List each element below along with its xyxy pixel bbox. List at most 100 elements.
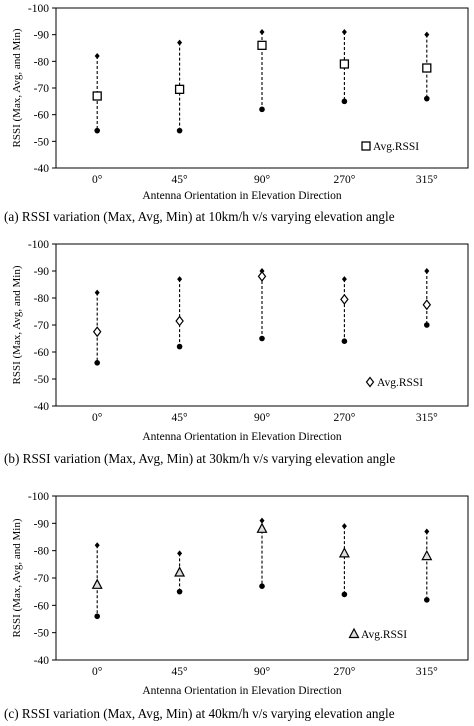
max-point — [177, 39, 183, 46]
min-point — [424, 95, 430, 102]
y-tick-label: -80 — [34, 546, 50, 558]
legend-label: Avg.RSSI — [377, 377, 423, 389]
x-axis-label: Antenna Orientation in Elevation Directi… — [142, 190, 342, 202]
max-point — [94, 53, 100, 59]
min-point — [341, 591, 348, 598]
chart-panel-b: -100 -90 -80 -70 -60 -50 -40 0° 45° 90° 270° 315° RS… — [0, 236, 474, 476]
rssi-chart-c: -100 -90 -80 -70 -60 -50 -40 0° 45° 90° 270° 315° RS… — [11, 491, 469, 697]
max-point — [177, 550, 183, 557]
x-tick-label: 45° — [172, 412, 189, 424]
rssi-chart-a: -100 -90 -80 -70 -60 -50 -40 0° 45° 90° 270° 315° RS… — [11, 3, 469, 202]
y-tick-label: -90 — [34, 30, 50, 42]
legend-marker — [365, 376, 375, 388]
avg-point — [92, 326, 102, 338]
x-axis-label: Antenna Orientation in Elevation Directi… — [142, 431, 342, 443]
max-point — [341, 523, 347, 530]
chart-caption-b: (b) RSSI variation (Max, Avg, Min) at 30… — [4, 451, 396, 466]
max-point — [341, 29, 347, 35]
x-tick-label: 270° — [333, 412, 355, 424]
chart-panel-c: -100 -90 -80 -70 -60 -50 -40 0° 45° 90° 270° 315° RS… — [0, 484, 474, 726]
min-point — [176, 127, 183, 134]
min-point — [176, 588, 183, 595]
avg-point — [175, 315, 184, 327]
legend-marker — [361, 141, 371, 151]
x-tick-label: 0° — [92, 412, 103, 424]
max-point — [259, 517, 265, 524]
max-point — [424, 268, 430, 274]
y-tick-label: -70 — [34, 573, 50, 585]
y-axis-label: RSSI (Max, Avg, and Min) — [11, 265, 23, 384]
max-point — [424, 31, 430, 38]
x-tick-label: 90° — [254, 412, 271, 424]
max-point — [177, 276, 183, 283]
max-point — [94, 289, 100, 296]
x-tick-label: 315° — [416, 666, 438, 678]
y-tick-label: -80 — [34, 56, 50, 68]
avg-point — [174, 84, 185, 94]
x-axis-label: Antenna Orientation in Elevation Directi… — [142, 685, 342, 697]
y-tick-label: -100 — [28, 239, 49, 251]
y-tick-label: -100 — [28, 491, 49, 503]
y-tick-label: -60 — [34, 110, 50, 122]
x-tick-label: 270° — [333, 666, 355, 678]
x-tick-label: 270° — [333, 174, 355, 186]
y-tick-label: -70 — [34, 320, 50, 332]
y-tick-label: -90 — [34, 518, 50, 530]
y-tick-label: -100 — [28, 3, 49, 15]
y-tick-label: -60 — [34, 347, 50, 359]
min-point — [94, 360, 100, 366]
min-point — [259, 583, 265, 589]
avg-point — [338, 547, 350, 558]
min-point — [341, 338, 348, 344]
x-tick-label: 0° — [92, 666, 103, 678]
min-point — [259, 335, 265, 342]
chart-caption-c: (c) RSSI variation (Max, Avg, Min) at 40… — [4, 706, 395, 721]
y-tick-label: -60 — [34, 600, 50, 612]
min-point — [424, 322, 430, 328]
legend-label: Avg.RSSI — [373, 141, 419, 153]
avg-point — [257, 270, 267, 282]
rssi-chart-b: -100 -90 -80 -70 -60 -50 -40 0° 45° 90° 270° 315° RS… — [11, 239, 469, 443]
y-axis-label: RSSI (Max, Avg, and Min) — [11, 28, 23, 147]
max-point — [341, 276, 347, 283]
y-tick-label: -40 — [34, 655, 50, 667]
chart-caption-a: (a) RSSI variation (Max, Avg, Min) at 10… — [4, 209, 395, 224]
y-tick-label: -40 — [34, 163, 50, 175]
min-point — [94, 613, 100, 620]
chart-panel-a: -100 -90 -80 -70 -60 -50 -40 0° 45° 90° 270° 315° RS… — [0, 0, 474, 240]
avg-point — [257, 40, 267, 50]
y-axis-label: RSSI (Max, Avg, and Min) — [11, 518, 23, 637]
y-tick-label: -40 — [34, 401, 50, 413]
x-tick-label: 45° — [172, 174, 189, 186]
x-tick-label: 315° — [416, 174, 438, 186]
x-tick-label: 315° — [416, 412, 438, 424]
avg-point — [339, 59, 350, 69]
min-point — [176, 343, 183, 350]
avg-point — [340, 293, 349, 305]
avg-point — [91, 578, 103, 589]
avg-point — [422, 299, 432, 311]
y-tick-label: -50 — [34, 628, 50, 640]
avg-point — [256, 522, 268, 533]
max-point — [94, 542, 100, 549]
y-tick-label: -70 — [34, 83, 50, 95]
y-tick-label: -50 — [34, 374, 50, 386]
min-point — [94, 127, 100, 134]
y-tick-label: -50 — [34, 136, 50, 148]
avg-point — [174, 566, 186, 577]
avg-point — [92, 91, 102, 101]
min-point — [341, 98, 348, 105]
avg-point — [422, 63, 432, 73]
avg-point — [421, 549, 433, 561]
min-point — [424, 597, 430, 603]
x-tick-label: 90° — [254, 174, 271, 186]
legend-marker — [348, 627, 360, 639]
max-point — [424, 528, 430, 535]
max-point — [259, 29, 265, 35]
y-tick-label: -80 — [34, 293, 50, 305]
x-tick-label: 0° — [92, 174, 103, 186]
y-tick-label: -90 — [34, 266, 50, 278]
legend-label: Avg.RSSI — [361, 629, 407, 641]
x-tick-label: 90° — [254, 666, 271, 678]
x-tick-label: 45° — [172, 666, 189, 678]
